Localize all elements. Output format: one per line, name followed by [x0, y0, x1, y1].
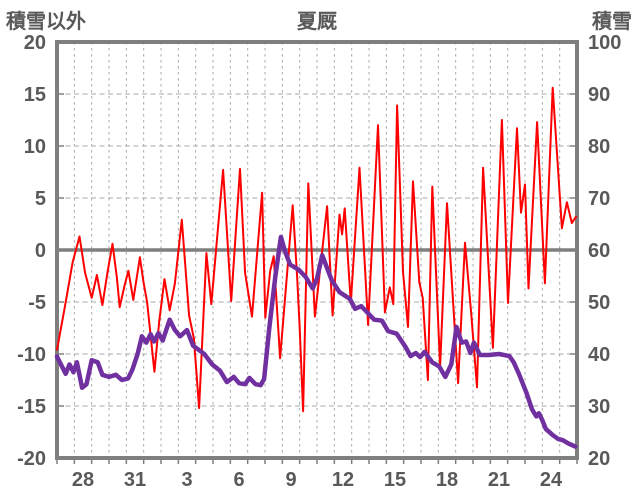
left-axis-tick-label: 10	[24, 136, 46, 158]
x-axis-tick-label: 31	[124, 469, 146, 491]
red-series-line	[56, 86, 578, 413]
left-axis-tick-label: 15	[24, 84, 46, 106]
right-axis-tick-label: 50	[588, 292, 610, 314]
left-axis-tick-label: -10	[17, 344, 46, 366]
left-axis-tick-label: -20	[17, 448, 46, 470]
x-axis-tick-label: 3	[181, 469, 192, 491]
x-axis-tick-label: 9	[285, 469, 296, 491]
left-axis-tick-label: -5	[28, 292, 46, 314]
right-axis-tick-label: 70	[588, 188, 610, 210]
right-axis-tick-label: 100	[588, 32, 621, 54]
left-axis-title: 積雪以外	[6, 11, 86, 33]
left-axis-tick-label: 20	[24, 32, 46, 54]
right-axis-tick-label: 80	[588, 136, 610, 158]
left-axis-tick-label: 5	[35, 188, 46, 210]
plot-border	[55, 40, 579, 460]
x-axis-tick-label: 6	[233, 469, 244, 491]
left-axis-tick-label: -15	[17, 396, 46, 418]
x-axis-tick-label: 12	[332, 469, 354, 491]
x-axis-tick-label: 24	[540, 469, 563, 491]
x-axis-tick-label: 28	[72, 469, 94, 491]
right-axis-title: 積雪	[592, 11, 632, 33]
right-axis-tick-label: 30	[588, 396, 610, 418]
right-axis-tick-label: 60	[588, 240, 610, 262]
chart-title: 夏厩	[297, 11, 337, 33]
right-axis-tick-label: 90	[588, 84, 610, 106]
left-axis-tick-label: 0	[35, 240, 46, 262]
purple-series-line	[54, 234, 578, 449]
right-axis-tick-label: 20	[588, 448, 610, 470]
x-axis-tick-label: 18	[436, 469, 458, 491]
x-axis-tick-label: 21	[488, 469, 510, 491]
right-axis-tick-label: 40	[588, 344, 610, 366]
x-axis-tick-label: 15	[384, 469, 406, 491]
